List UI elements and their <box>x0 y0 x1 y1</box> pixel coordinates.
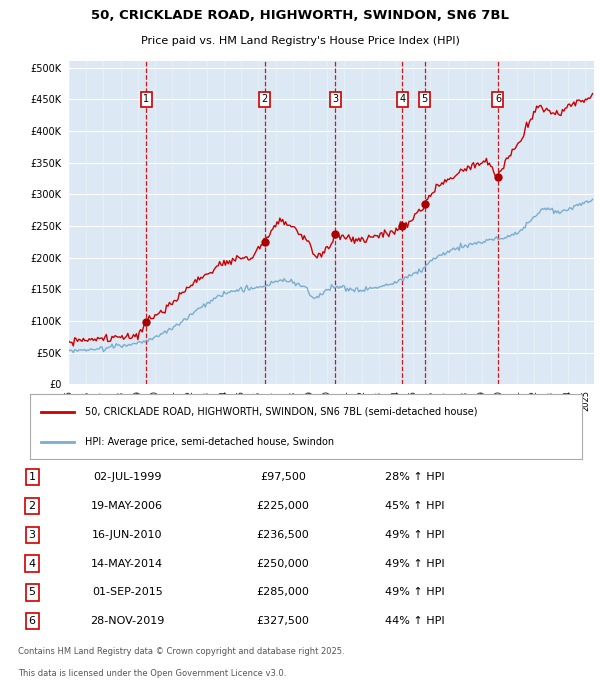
Text: 1: 1 <box>29 472 35 482</box>
Text: £97,500: £97,500 <box>260 472 305 482</box>
Text: 28% ↑ HPI: 28% ↑ HPI <box>385 472 445 482</box>
Text: Contains HM Land Registry data © Crown copyright and database right 2025.: Contains HM Land Registry data © Crown c… <box>18 647 344 656</box>
Text: 49% ↑ HPI: 49% ↑ HPI <box>385 588 445 598</box>
Text: 50, CRICKLADE ROAD, HIGHWORTH, SWINDON, SN6 7BL (semi-detached house): 50, CRICKLADE ROAD, HIGHWORTH, SWINDON, … <box>85 407 478 417</box>
Text: This data is licensed under the Open Government Licence v3.0.: This data is licensed under the Open Gov… <box>18 669 286 678</box>
Text: £236,500: £236,500 <box>256 530 309 540</box>
Text: 3: 3 <box>29 530 35 540</box>
Text: 49% ↑ HPI: 49% ↑ HPI <box>385 558 445 568</box>
Text: HPI: Average price, semi-detached house, Swindon: HPI: Average price, semi-detached house,… <box>85 437 334 447</box>
Text: 01-SEP-2015: 01-SEP-2015 <box>92 588 163 598</box>
Text: 2: 2 <box>29 500 36 511</box>
Text: £250,000: £250,000 <box>256 558 309 568</box>
Text: 4: 4 <box>29 558 36 568</box>
Text: £225,000: £225,000 <box>256 500 309 511</box>
Text: 02-JUL-1999: 02-JUL-1999 <box>93 472 161 482</box>
Text: 45% ↑ HPI: 45% ↑ HPI <box>385 500 445 511</box>
Text: 14-MAY-2014: 14-MAY-2014 <box>91 558 163 568</box>
Text: 6: 6 <box>495 95 501 104</box>
Text: 1: 1 <box>143 95 149 104</box>
Text: 49% ↑ HPI: 49% ↑ HPI <box>385 530 445 540</box>
Text: 50, CRICKLADE ROAD, HIGHWORTH, SWINDON, SN6 7BL: 50, CRICKLADE ROAD, HIGHWORTH, SWINDON, … <box>91 9 509 22</box>
Text: 6: 6 <box>29 616 35 626</box>
Text: Price paid vs. HM Land Registry's House Price Index (HPI): Price paid vs. HM Land Registry's House … <box>140 36 460 46</box>
Text: £327,500: £327,500 <box>256 616 309 626</box>
Text: 4: 4 <box>400 95 406 104</box>
Text: 28-NOV-2019: 28-NOV-2019 <box>90 616 164 626</box>
Text: 2: 2 <box>262 95 268 104</box>
Text: 16-JUN-2010: 16-JUN-2010 <box>92 530 163 540</box>
Text: 5: 5 <box>422 95 428 104</box>
Text: 44% ↑ HPI: 44% ↑ HPI <box>385 616 445 626</box>
Text: 3: 3 <box>332 95 338 104</box>
Text: £285,000: £285,000 <box>256 588 309 598</box>
Text: 19-MAY-2006: 19-MAY-2006 <box>91 500 163 511</box>
Text: 5: 5 <box>29 588 35 598</box>
